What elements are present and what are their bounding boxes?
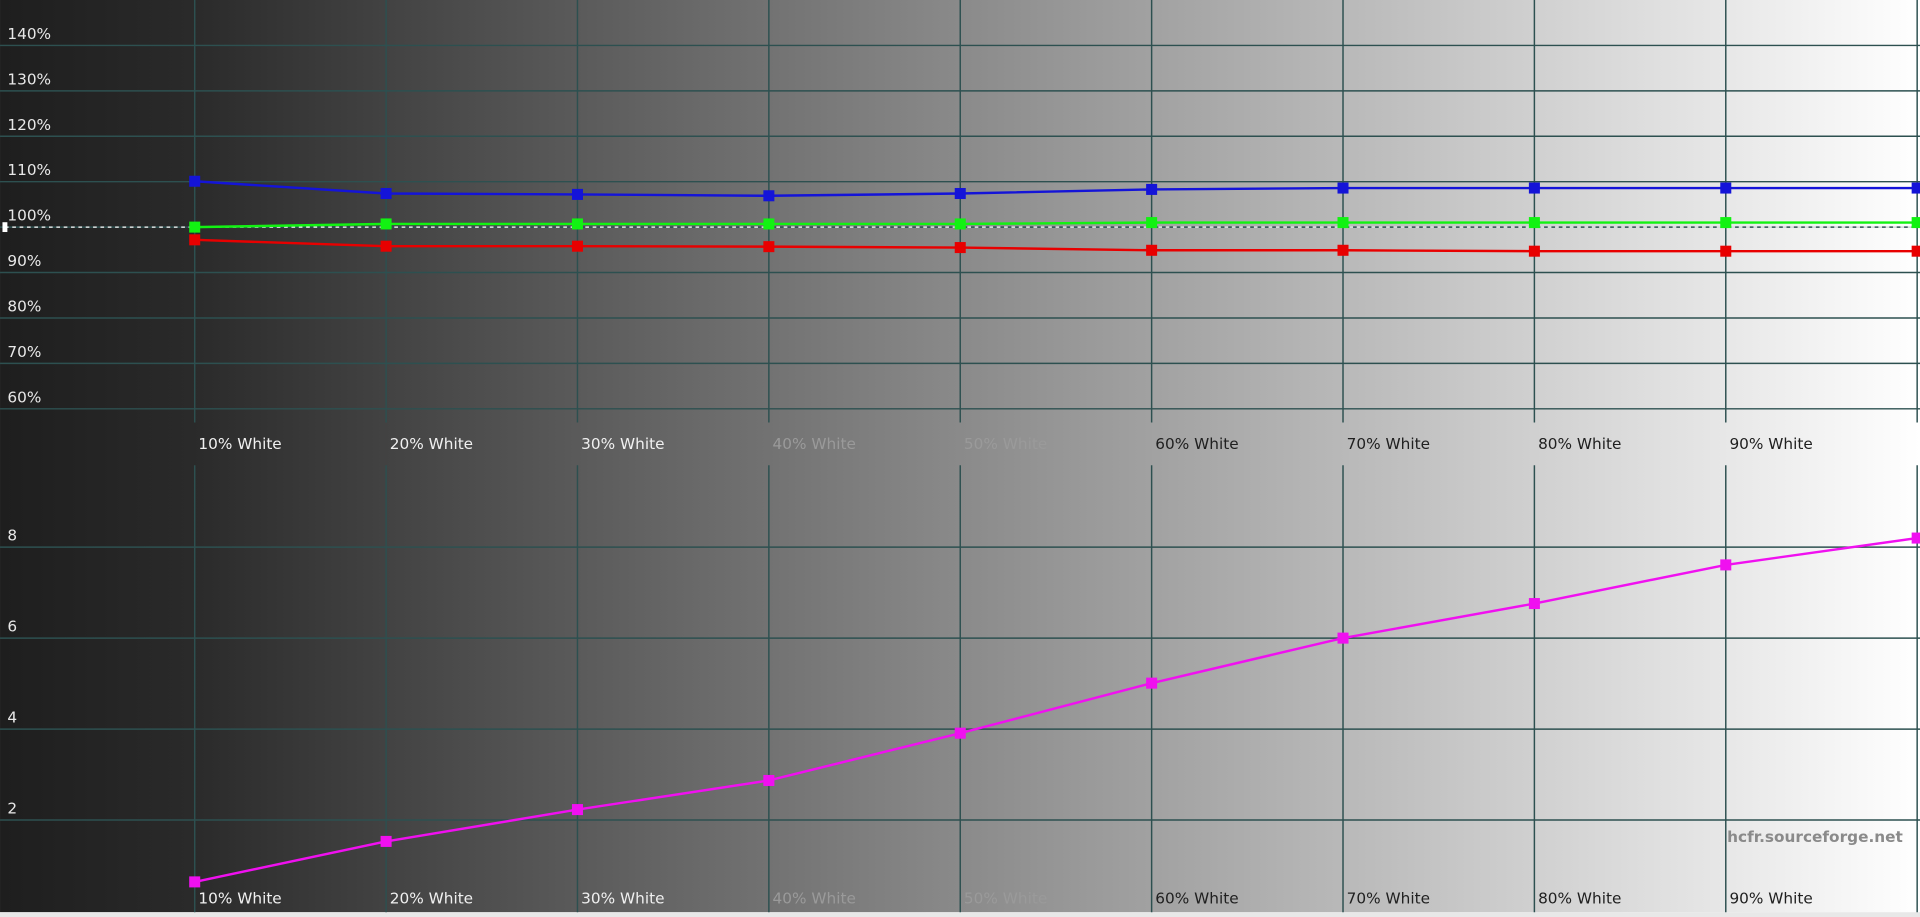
x-tick-label: 40% White	[773, 889, 856, 907]
data-point	[189, 175, 201, 187]
data-point	[1911, 182, 1920, 194]
y-tick-label: 100%	[7, 207, 51, 225]
data-point	[1720, 217, 1732, 229]
data-point	[189, 876, 201, 888]
x-tick-label: 10% White	[198, 889, 281, 907]
data-point	[380, 240, 392, 252]
x-tick-label: 60% White	[1155, 889, 1238, 907]
series-line	[194, 180, 1918, 198]
data-point	[954, 727, 966, 739]
data-point	[1911, 532, 1920, 544]
data-point	[1528, 598, 1540, 610]
x-tick-label: 80% White	[1538, 435, 1621, 453]
reference-marker	[2, 222, 8, 233]
y-tick-label: 140%	[7, 25, 51, 43]
series-line	[194, 238, 1918, 253]
y-tick-label: 60%	[7, 388, 41, 406]
data-point	[1528, 182, 1540, 194]
x-tick-label: 20% White	[390, 889, 473, 907]
data-point	[1720, 559, 1732, 571]
data-point	[571, 240, 583, 252]
x-tick-label: 50% White	[964, 889, 1047, 907]
data-point	[571, 218, 583, 230]
data-point	[1911, 245, 1920, 257]
series-line	[194, 536, 1918, 884]
y-tick-label: 70%	[7, 343, 41, 361]
data-point	[1146, 217, 1158, 229]
x-tick-label: 20% White	[390, 435, 473, 453]
watermark: hcfr.sourceforge.net	[1727, 828, 1903, 846]
data-point	[954, 218, 966, 230]
bottom-strip	[0, 912, 1920, 917]
data-point	[571, 188, 583, 200]
x-tick-label: 10% White	[198, 435, 281, 453]
data-point	[954, 187, 966, 200]
data-point	[763, 774, 775, 786]
data-point	[1337, 632, 1349, 644]
data-point	[1337, 244, 1349, 256]
x-tick-label: 90% White	[1729, 435, 1812, 453]
x-tick-label: 90% White	[1729, 889, 1812, 907]
x-tick-label: 40% White	[773, 435, 856, 453]
data-point	[1528, 217, 1540, 229]
y-tick-label: 2	[7, 800, 17, 818]
y-tick-label: 80%	[7, 297, 41, 315]
x-tick-label: 60% White	[1155, 435, 1238, 453]
data-point	[1146, 183, 1158, 195]
data-point	[1911, 217, 1920, 229]
data-point	[1337, 182, 1349, 194]
x-tick-label: 30% White	[581, 889, 664, 907]
y-tick-label: 90%	[7, 252, 41, 270]
series-line	[194, 221, 1918, 229]
y-tick-label: 4	[7, 709, 17, 727]
data-point	[380, 218, 392, 230]
data-point	[763, 218, 775, 230]
data-point	[1146, 244, 1158, 256]
data-point	[189, 221, 201, 233]
x-tick-label: 80% White	[1538, 889, 1621, 907]
x-tick-label: 70% White	[1347, 435, 1430, 453]
data-point	[1337, 217, 1349, 229]
data-point	[571, 804, 583, 816]
data-point	[1146, 677, 1158, 689]
x-tick-label: 70% White	[1347, 889, 1430, 907]
x-tick-label: 50% White	[964, 435, 1047, 453]
data-point	[1720, 182, 1732, 194]
data-point	[954, 242, 966, 254]
x-tick-label: 30% White	[581, 435, 664, 453]
y-tick-label: 120%	[7, 116, 51, 134]
data-point	[763, 241, 775, 253]
data-point	[763, 190, 775, 202]
data-point	[1720, 245, 1732, 257]
y-tick-label: 8	[7, 527, 17, 545]
data-point	[189, 234, 201, 246]
y-tick-label: 6	[7, 618, 17, 636]
y-tick-label: 110%	[7, 161, 51, 179]
y-tick-label: 130%	[7, 70, 51, 88]
data-point	[1528, 245, 1540, 257]
data-point	[380, 835, 392, 847]
data-point	[380, 187, 392, 200]
